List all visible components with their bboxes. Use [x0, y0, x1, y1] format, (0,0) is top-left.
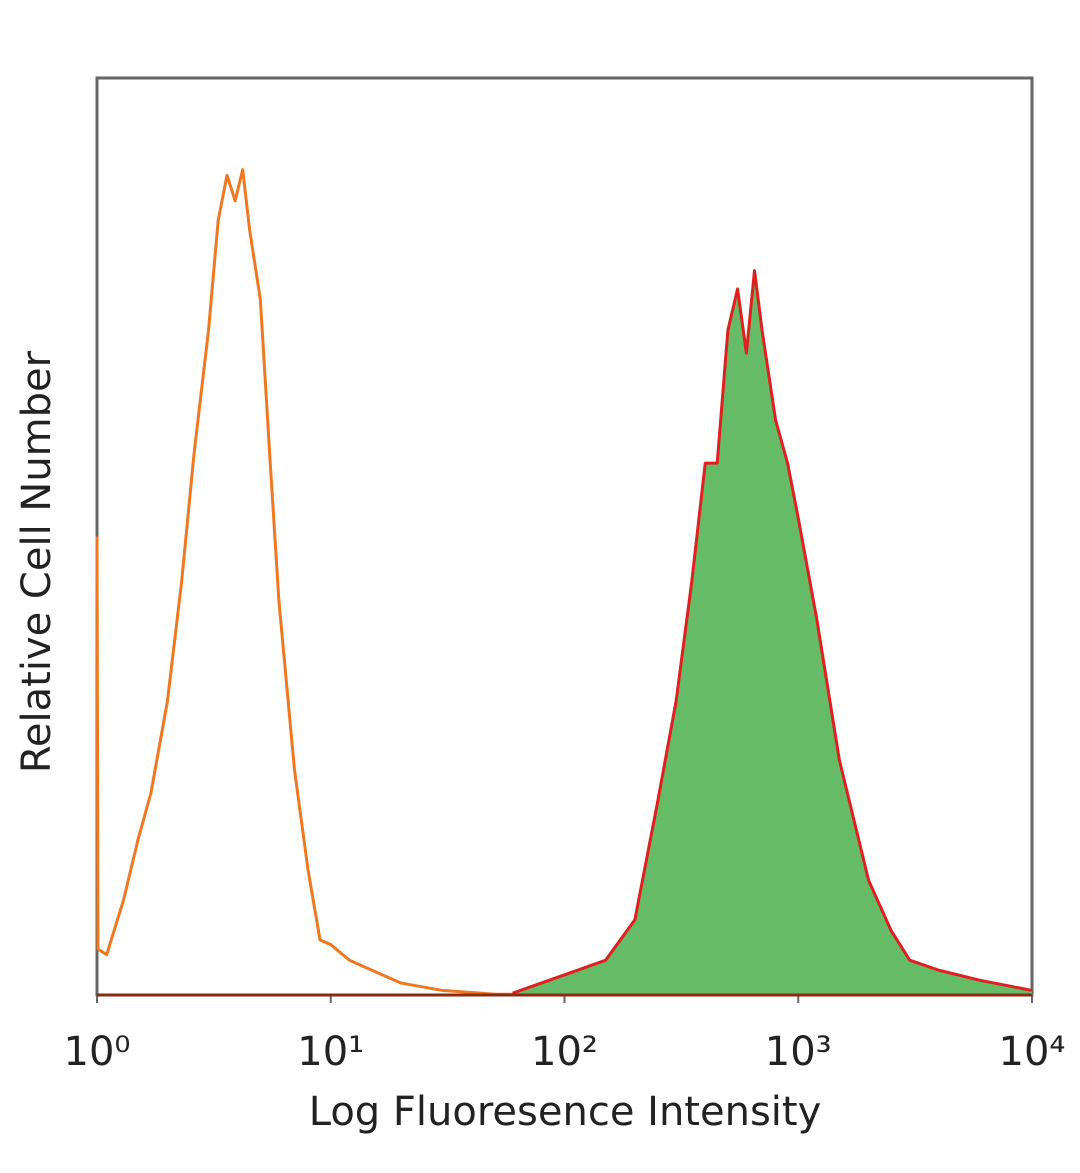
x-axis-label: Log Fluoresence Intensity	[309, 1089, 822, 1135]
histogram-line	[512, 269, 1033, 995]
x-tick-label: 10⁰	[64, 1029, 131, 1075]
x-tick-label: 10⁴	[999, 1029, 1066, 1075]
histogram-area	[512, 270, 1032, 995]
y-axis-label: Relative Cell Number	[14, 350, 60, 773]
x-tick-label: 10¹	[297, 1029, 364, 1075]
histogram-line	[95, 168, 565, 997]
plot-frame	[95, 76, 1034, 997]
x-tick-label: 10³	[765, 1029, 832, 1075]
x-tick-label: 10²	[531, 1029, 598, 1075]
